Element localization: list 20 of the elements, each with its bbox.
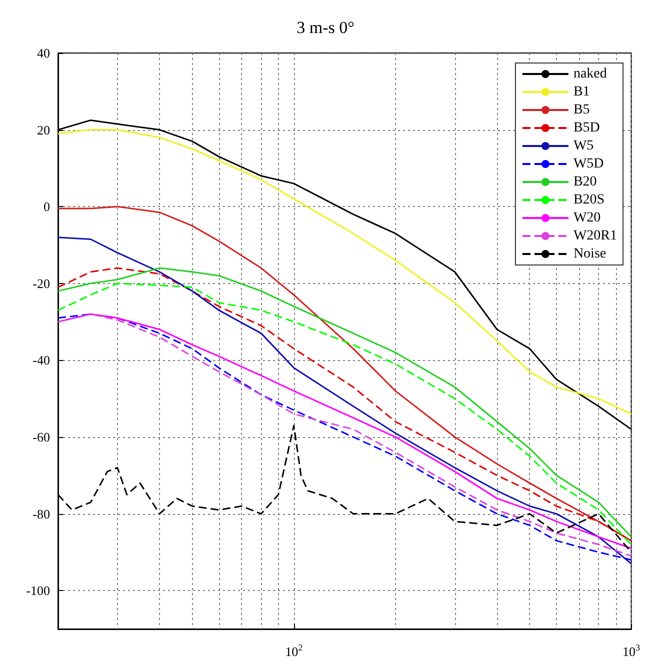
y-tick-label: 20 <box>37 122 50 138</box>
legend-label: B20S <box>573 192 605 208</box>
legend-label: B20 <box>573 174 597 190</box>
y-tick-label: -100 <box>26 583 50 598</box>
legend-label: W5 <box>573 138 594 154</box>
legend-label: naked <box>573 66 607 82</box>
y-tick-label: -80 <box>32 506 50 522</box>
legend-label: Noise <box>573 246 606 262</box>
y-tick-label: 0 <box>44 199 50 214</box>
y-tick-label: -20 <box>32 276 50 291</box>
legend-label: B1 <box>573 84 590 100</box>
chart-title: 3 m-s 0° <box>296 18 354 37</box>
y-tick-label: -60 <box>32 430 50 444</box>
y-tick-label: -40 <box>32 352 50 368</box>
legend-label: W5D <box>573 156 604 172</box>
legend-label: B5D <box>573 120 600 136</box>
y-tick-label: 40 <box>37 46 50 60</box>
legend-label: W20 <box>573 210 601 226</box>
legend-label: B5 <box>573 102 590 118</box>
legend-label: W20R1 <box>573 228 618 244</box>
